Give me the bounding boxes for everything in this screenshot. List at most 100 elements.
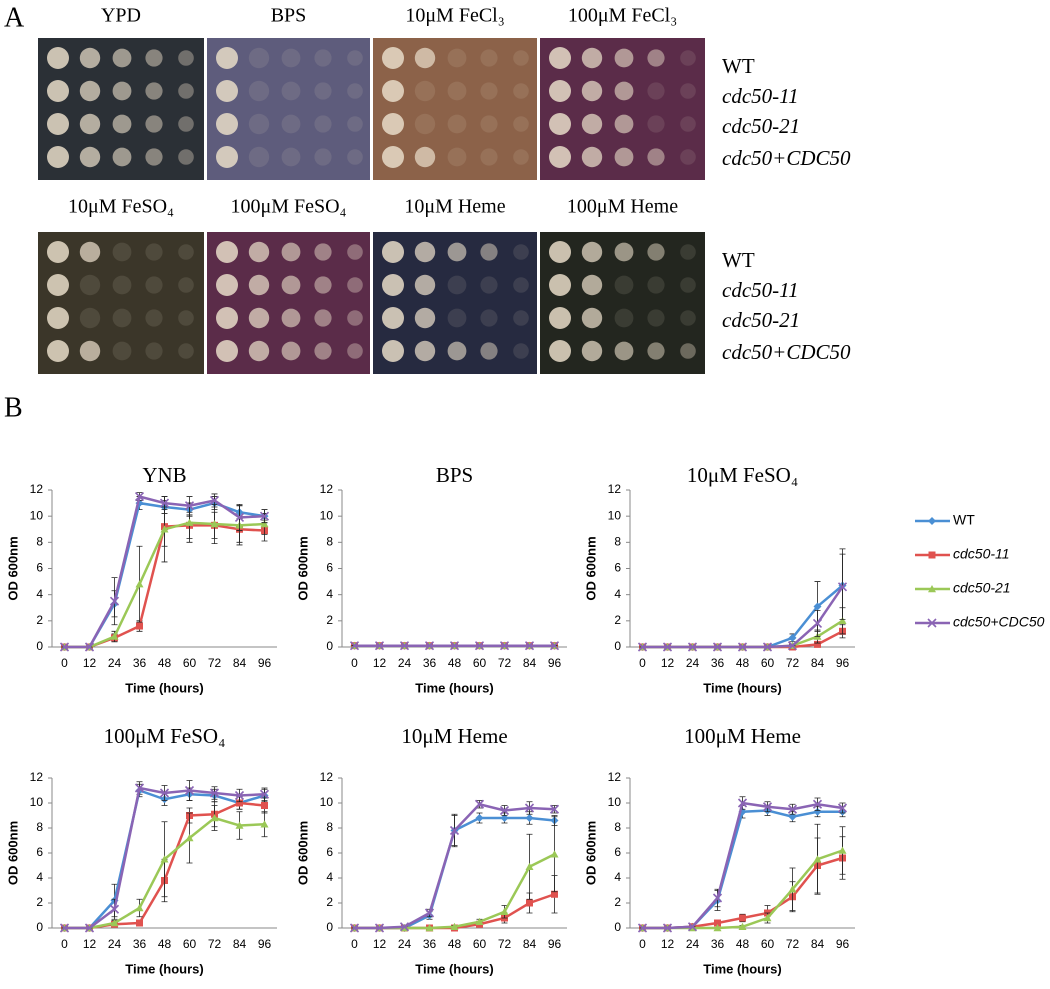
chart-title: 10μM Heme [401, 724, 507, 748]
colony-spot [145, 342, 163, 360]
colony-spot [382, 274, 404, 296]
colony-spot [614, 275, 634, 295]
colony-spot [513, 83, 529, 99]
plate-label: 100μM FeCl₃ [568, 5, 677, 27]
colony-spot [581, 113, 603, 135]
x-axis-title: Time (hours) [415, 961, 494, 976]
colony-spot [281, 275, 301, 295]
y-tick-label: 4 [614, 870, 621, 884]
colony-spot [480, 243, 498, 261]
marker [261, 802, 268, 809]
colony-spot [680, 116, 696, 132]
colony-spot [79, 47, 101, 69]
colony-spot [647, 148, 665, 166]
colony-spot [248, 113, 270, 135]
colony-spot [581, 241, 603, 263]
colony-spot [414, 80, 436, 102]
y-tick-label: 2 [614, 895, 621, 909]
colony-spot [47, 47, 69, 69]
colony-spot [647, 276, 665, 294]
colony-spot [216, 274, 238, 296]
colony-spot [178, 50, 194, 66]
marker [662, 642, 673, 652]
y-axis-title: OD 600nm [5, 821, 20, 885]
marker [637, 923, 648, 933]
marker [687, 642, 698, 652]
marker [259, 789, 270, 799]
colony-spot [647, 82, 665, 100]
x-tick-label: 72 [786, 656, 800, 670]
x-tick-label: 72 [208, 656, 222, 670]
x-tick-label: 24 [398, 937, 412, 951]
colony-spot [513, 50, 529, 66]
legend-label: cdc50+CDC50 [953, 614, 1045, 630]
marker [450, 922, 459, 930]
colony-spot [581, 274, 603, 296]
x-tick-label: 72 [498, 656, 512, 670]
marker [813, 855, 822, 863]
marker [109, 904, 120, 914]
marker [837, 582, 848, 592]
x-tick-label: 36 [423, 937, 437, 951]
marker [838, 846, 847, 854]
colony-spot [581, 146, 603, 168]
marker [500, 814, 509, 822]
marker [713, 924, 722, 932]
colony-spot [680, 244, 696, 260]
marker [236, 799, 243, 807]
colony-spot [382, 113, 404, 135]
colony-spot [414, 146, 436, 168]
colony-spot [480, 342, 498, 360]
marker [499, 805, 510, 816]
colony-spot [79, 113, 101, 135]
y-axis-title: OD 600nm [295, 536, 310, 600]
y-tick-label: 10 [30, 508, 44, 522]
marker [737, 798, 748, 808]
colony-spot [549, 241, 571, 263]
colony-spot [382, 80, 404, 102]
x-tick-label: 12 [83, 656, 97, 670]
marker [374, 923, 385, 933]
colony-spot [79, 146, 101, 168]
colony-spot [314, 309, 332, 327]
colony-spot [79, 80, 101, 102]
x-tick-label: 96 [836, 937, 850, 951]
colony-spot [414, 274, 436, 296]
colony-spot [513, 244, 529, 260]
colony-spot [549, 80, 571, 102]
y-tick-label: 2 [36, 613, 43, 627]
marker [762, 802, 773, 812]
marker [738, 922, 747, 930]
colony-spot [680, 50, 696, 66]
colony-spot [347, 50, 363, 66]
colony-spot [178, 277, 194, 293]
marker [184, 785, 195, 796]
marker [234, 790, 245, 801]
colony-spot [216, 47, 238, 69]
colony-spot [248, 47, 270, 69]
marker [159, 788, 170, 798]
x-tick-label: 84 [233, 656, 247, 670]
colony-spot [447, 147, 467, 167]
colony-spot [112, 242, 132, 262]
colony-spot [248, 274, 270, 296]
marker [787, 641, 798, 651]
x-tick-label: 84 [811, 656, 825, 670]
marker [110, 919, 119, 927]
colony-spot [314, 276, 332, 294]
marker [185, 518, 194, 526]
strain-label: cdc50+CDC50 [722, 340, 851, 364]
y-tick-label: 12 [30, 482, 44, 496]
marker [475, 814, 484, 822]
colony-spot [178, 149, 194, 165]
marker [474, 641, 485, 651]
x-tick-label: 48 [448, 937, 462, 951]
marker [737, 642, 748, 652]
x-tick-label: 0 [61, 937, 68, 951]
x-tick-label: 36 [423, 656, 437, 670]
marker [714, 919, 721, 927]
marker [109, 596, 120, 606]
colony-spot [281, 341, 301, 361]
colony-spot [281, 48, 301, 68]
y-tick-label: 0 [36, 639, 43, 653]
